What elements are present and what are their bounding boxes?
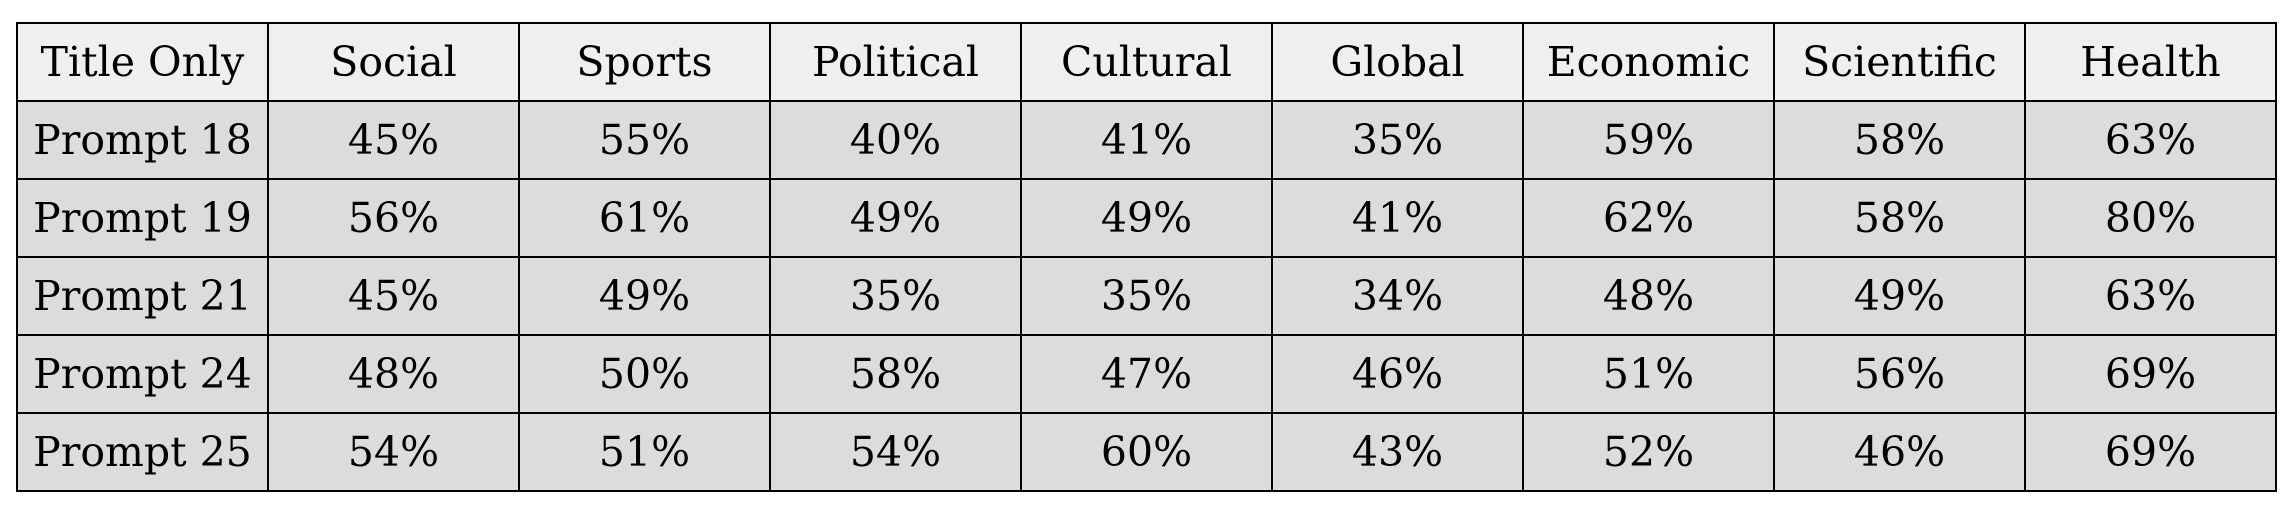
table-cell: 49% (769, 178, 1022, 258)
table-cell: 58% (1773, 100, 2026, 180)
table-cell: 35% (1271, 100, 1524, 180)
table-cell: 41% (1271, 178, 1524, 258)
row-label: Prompt 24 (16, 334, 269, 414)
table-cell: 54% (769, 412, 1022, 492)
table-cell: 56% (1773, 334, 2026, 414)
table-cell: 49% (1020, 178, 1273, 258)
header-cell-global: Global (1271, 22, 1524, 102)
header-cell-cultural: Cultural (1020, 22, 1273, 102)
table-cell: 55% (518, 100, 771, 180)
table-row: Prompt 21 45% 49% 35% 35% 34% 48% 49% 63… (16, 256, 2277, 336)
table-row: Prompt 19 56% 61% 49% 49% 41% 62% 58% 80… (16, 178, 2277, 258)
table-cell: 48% (267, 334, 520, 414)
row-label: Prompt 25 (16, 412, 269, 492)
table-cell: 48% (1522, 256, 1775, 336)
table-cell: 35% (769, 256, 1022, 336)
table-cell: 45% (267, 100, 520, 180)
table-cell: 51% (1522, 334, 1775, 414)
table-cell: 50% (518, 334, 771, 414)
table-cell: 41% (1020, 100, 1273, 180)
table-header: Title Only Social Sports Political Cultu… (16, 22, 2277, 102)
table-cell: 34% (1271, 256, 1524, 336)
header-cell-political: Political (769, 22, 1022, 102)
header-cell-scientific: Scientific (1773, 22, 2026, 102)
table-cell: 62% (1522, 178, 1775, 258)
table-cell: 46% (1773, 412, 2026, 492)
table-cell: 63% (2024, 256, 2277, 336)
table-cell: 47% (1020, 334, 1273, 414)
table-cell: 49% (1773, 256, 2026, 336)
table-cell: 61% (518, 178, 771, 258)
table-cell: 54% (267, 412, 520, 492)
table-row: Prompt 24 48% 50% 58% 47% 46% 51% 56% 69… (16, 334, 2277, 414)
table-row: Prompt 18 45% 55% 40% 41% 35% 59% 58% 63… (16, 100, 2277, 180)
row-label: Prompt 19 (16, 178, 269, 258)
header-cell-economic: Economic (1522, 22, 1775, 102)
header-cell-health: Health (2024, 22, 2277, 102)
row-label: Prompt 18 (16, 100, 269, 180)
table-cell: 35% (1020, 256, 1273, 336)
results-table: Title Only Social Sports Political Cultu… (16, 22, 2277, 492)
table-cell: 43% (1271, 412, 1524, 492)
table-row: Prompt 25 54% 51% 54% 60% 43% 52% 46% 69… (16, 412, 2277, 492)
table-cell: 69% (2024, 412, 2277, 492)
row-label: Prompt 21 (16, 256, 269, 336)
table-cell: 45% (267, 256, 520, 336)
table-cell: 40% (769, 100, 1022, 180)
header-row: Title Only Social Sports Political Cultu… (16, 22, 2277, 102)
header-cell-sports: Sports (518, 22, 771, 102)
table-cell: 59% (1522, 100, 1775, 180)
table-cell: 56% (267, 178, 520, 258)
header-cell-title-only: Title Only (16, 22, 269, 102)
table-cell: 52% (1522, 412, 1775, 492)
table-cell: 51% (518, 412, 771, 492)
table-cell: 58% (769, 334, 1022, 414)
table-cell: 69% (2024, 334, 2277, 414)
table-cell: 46% (1271, 334, 1524, 414)
table-cell: 60% (1020, 412, 1273, 492)
table-cell: 80% (2024, 178, 2277, 258)
table-cell: 63% (2024, 100, 2277, 180)
table-body: Prompt 18 45% 55% 40% 41% 35% 59% 58% 63… (16, 100, 2277, 492)
table-cell: 49% (518, 256, 771, 336)
table-cell: 58% (1773, 178, 2026, 258)
header-cell-social: Social (267, 22, 520, 102)
